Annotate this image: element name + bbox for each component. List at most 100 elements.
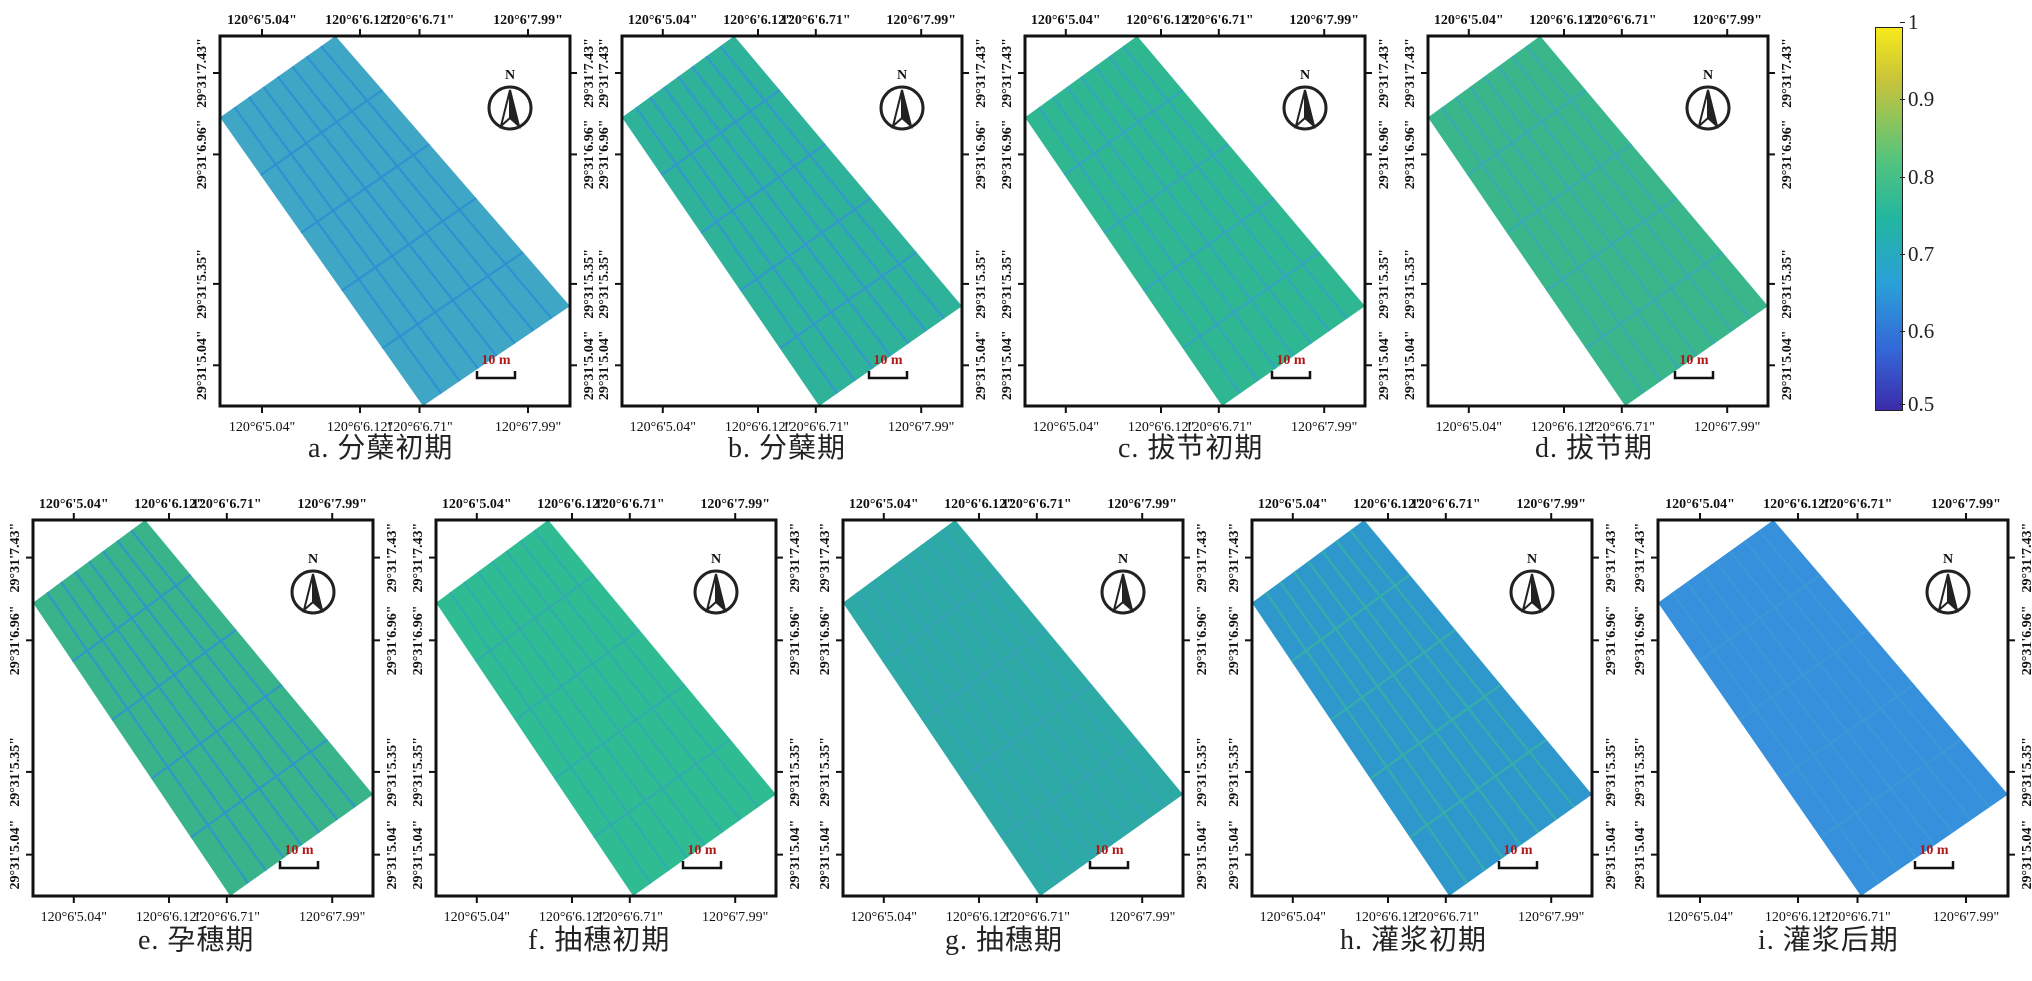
- latitude-label-right: 29°31'6.96": [1195, 605, 1210, 675]
- latitude-label-right: 29°31'6.96": [2020, 605, 2032, 675]
- latitude-label-left: 29°31'5.04": [1227, 820, 1242, 890]
- field-raster: [1252, 520, 1592, 896]
- latitude-label-right: 29°31'7.43": [788, 523, 803, 593]
- latitude-label-left: 29°31'7.43": [1227, 523, 1242, 593]
- latitude-label-right: 29°31'6.96": [1604, 605, 1619, 675]
- north-arrow-icon: [693, 569, 739, 615]
- latitude-label-left: 29°31'5.04": [818, 820, 833, 890]
- latitude-label-left: 29°31'5.35": [411, 737, 426, 807]
- latitude-label-right: 29°31'6.96": [582, 120, 597, 190]
- north-arrow-icon: [879, 85, 925, 131]
- longitude-label-top: 120°6'6.71": [595, 497, 665, 512]
- latitude-label-left: 29°31'6.96": [1000, 120, 1015, 190]
- north-arrow-icon: [1685, 85, 1731, 131]
- longitude-label-bottom: 120°6'6.12": [1128, 420, 1194, 435]
- longitude-label-top: 120°6'6.12": [944, 497, 1014, 512]
- colorbar-tick: [1900, 99, 1905, 100]
- longitude-label-top: 120°6'7.99": [886, 13, 956, 28]
- longitude-label-top: 120°6'5.04": [628, 13, 698, 28]
- longitude-label-bottom: 120°6'6.71": [1589, 420, 1655, 435]
- latitude-label-left: 29°31'6.96": [195, 120, 210, 190]
- longitude-label-bottom: 120°6'7.99": [495, 420, 561, 435]
- colorbar-tick-label: 0.5: [1908, 392, 1935, 416]
- panel-caption-f: f. 抽穗初期: [528, 925, 671, 956]
- latitude-label-left: 29°31'5.35": [1000, 249, 1015, 319]
- latitude-label-left: 29°31'5.04": [1000, 330, 1015, 400]
- panel-caption-i: i. 灌浆后期: [1758, 925, 1899, 956]
- longitude-label-top: 120°6'6.12": [1763, 497, 1833, 512]
- longitude-label-top: 120°6'7.99": [1107, 497, 1177, 512]
- longitude-label-top: 120°6'7.99": [1516, 497, 1586, 512]
- map-panel-i: 120°6'5.04"120°6'5.04"120°6'6.12"120°6'6…: [1633, 497, 2032, 925]
- longitude-label-bottom: 120°6'5.04": [444, 910, 510, 925]
- north-arrow-icon: [1282, 85, 1328, 131]
- colorbar-tick-label: 0.9: [1908, 87, 1935, 111]
- north-arrow-icon: [1100, 569, 1146, 615]
- longitude-label-bottom: 120°6'6.71": [386, 420, 452, 435]
- latitude-label-right: 29°31'5.04": [1780, 330, 1795, 400]
- longitude-label-top: 120°6'6.71": [1823, 497, 1893, 512]
- plot-boundaries: [856, 529, 1167, 884]
- plot-boundaries: [1441, 45, 1751, 395]
- longitude-label-bottom: 120°6'5.04": [1033, 420, 1099, 435]
- latitude-label-right: 29°31'7.43": [1604, 523, 1619, 593]
- field-raster: [33, 520, 373, 896]
- scale-bar-icon: [1270, 371, 1312, 380]
- longitude-label-bottom: 120°6'6.71": [1824, 910, 1890, 925]
- scale-label: 10 m: [1919, 843, 1949, 858]
- latitude-label-right: 29°31'7.43": [1377, 38, 1392, 108]
- latitude-label-left: 29°31'5.35": [1633, 737, 1648, 807]
- latitude-label-left: 29°31'7.43": [1633, 523, 1648, 593]
- longitude-label-top: 120°6'5.04": [442, 497, 512, 512]
- latitude-label-right: 29°31'5.35": [974, 249, 989, 319]
- panel-caption-d: d. 拔节期: [1535, 433, 1654, 464]
- longitude-label-top: 120°6'7.99": [493, 13, 563, 28]
- north-label: N: [505, 68, 515, 83]
- longitude-label-bottom: 120°6'5.04": [1436, 420, 1502, 435]
- longitude-label-top: 120°6'7.99": [1931, 497, 2001, 512]
- longitude-label-bottom: 120°6'6.71": [194, 910, 260, 925]
- latitude-label-right: 29°31'5.35": [1780, 249, 1795, 319]
- longitude-label-bottom: 120°6'5.04": [630, 420, 696, 435]
- plot-boundaries: [1038, 45, 1348, 395]
- map-panel-f: 120°6'5.04"120°6'5.04"120°6'6.12"120°6'6…: [411, 497, 803, 925]
- latitude-label-left: 29°31'7.43": [195, 38, 210, 108]
- panel-caption-c: c. 拔节初期: [1118, 433, 1264, 464]
- latitude-label-right: 29°31'7.43": [974, 38, 989, 108]
- latitude-label-left: 29°31'7.43": [597, 38, 612, 108]
- longitude-label-top: 120°6'6.12": [1353, 497, 1423, 512]
- longitude-label-bottom: 120°6'6.12": [1531, 420, 1597, 435]
- latitude-label-right: 29°31'7.43": [2020, 523, 2032, 593]
- latitude-label-left: 29°31'7.43": [818, 523, 833, 593]
- north-label: N: [1703, 68, 1713, 83]
- scale-bar-icon: [278, 861, 320, 870]
- field-raster: [622, 36, 962, 406]
- scale-label: 10 m: [1503, 843, 1533, 858]
- latitude-label-left: 29°31'6.96": [1403, 120, 1418, 190]
- latitude-label-right: 29°31'5.04": [1377, 330, 1392, 400]
- map-panel-e: 120°6'5.04"120°6'5.04"120°6'6.12"120°6'6…: [8, 497, 400, 925]
- latitude-label-left: 29°31'5.35": [597, 249, 612, 319]
- longitude-label-bottom: 120°6'6.12": [946, 910, 1012, 925]
- latitude-label-left: 29°31'5.35": [818, 737, 833, 807]
- longitude-label-top: 120°6'5.04": [1258, 497, 1328, 512]
- north-arrow-icon: [290, 569, 336, 615]
- latitude-label-right: 29°31'7.43": [1780, 38, 1795, 108]
- colorbar-tick-label: 0.8: [1908, 165, 1935, 189]
- scale-label: 10 m: [481, 353, 511, 368]
- latitude-label-right: 29°31'6.96": [1377, 120, 1392, 190]
- longitude-label-bottom: 120°6'5.04": [851, 910, 917, 925]
- longitude-label-bottom: 120°6'7.99": [888, 420, 954, 435]
- longitude-label-top: 120°6'6.71": [781, 13, 851, 28]
- field-raster: [1658, 520, 2008, 896]
- colorbar: [1875, 27, 1903, 411]
- north-label: N: [1527, 552, 1537, 567]
- latitude-label-right: 29°31'7.43": [1195, 523, 1210, 593]
- map-panel-c: 120°6'5.04"120°6'5.04"120°6'6.12"120°6'6…: [1000, 13, 1392, 435]
- latitude-label-right: 29°31'5.04": [1195, 820, 1210, 890]
- latitude-label-left: 29°31'7.43": [411, 523, 426, 593]
- colorbar-tick: [1900, 22, 1905, 23]
- latitude-label-left: 29°31'5.04": [411, 820, 426, 890]
- longitude-label-top: 120°6'5.04": [1031, 13, 1101, 28]
